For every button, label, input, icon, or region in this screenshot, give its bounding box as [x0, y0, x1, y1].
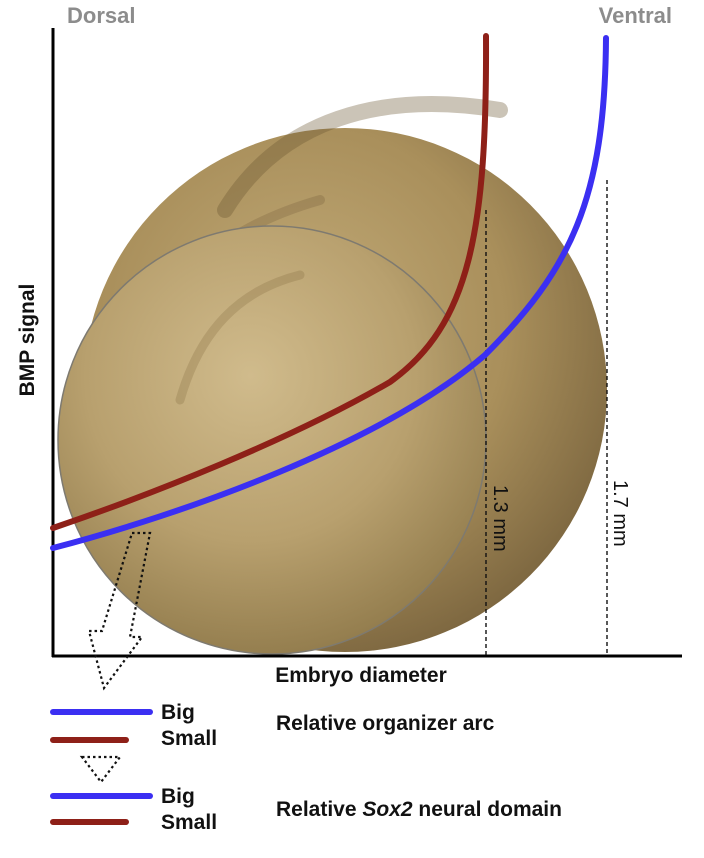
legend-row-organizer: Big Small Relative organizer arc: [50, 701, 495, 750]
y-axis-title: BMP signal: [16, 284, 39, 397]
small-diameter-label: 1.3 mm: [489, 485, 511, 552]
dotted-triangle-icon: [79, 755, 123, 784]
axes: [51, 28, 682, 658]
legend-row-sox2: Big Small Relative Sox2 neural domain: [50, 785, 562, 834]
legend-small-label: Small: [161, 811, 217, 834]
sox2-italic: Sox2: [362, 798, 413, 821]
legend-big-label: Big: [161, 701, 195, 724]
sox2-prefix: Relative: [276, 798, 362, 821]
small-embryo-curve: [50, 33, 490, 531]
dorsal-label: Dorsal: [67, 3, 135, 28]
legend-big-label: Big: [161, 785, 195, 808]
legend-organizer-description: Relative organizer arc: [276, 712, 495, 735]
x-axis-title: Embryo diameter: [275, 664, 447, 687]
big-diameter-label: 1.7 mm: [609, 480, 631, 547]
legend-small-label: Small: [161, 727, 217, 750]
big-embryo-curve: [50, 35, 609, 551]
sox2-suffix: neural domain: [413, 798, 562, 821]
ventral-label: Ventral: [599, 3, 672, 28]
legend-sox2-description: Relative Sox2 neural domain: [276, 798, 562, 821]
